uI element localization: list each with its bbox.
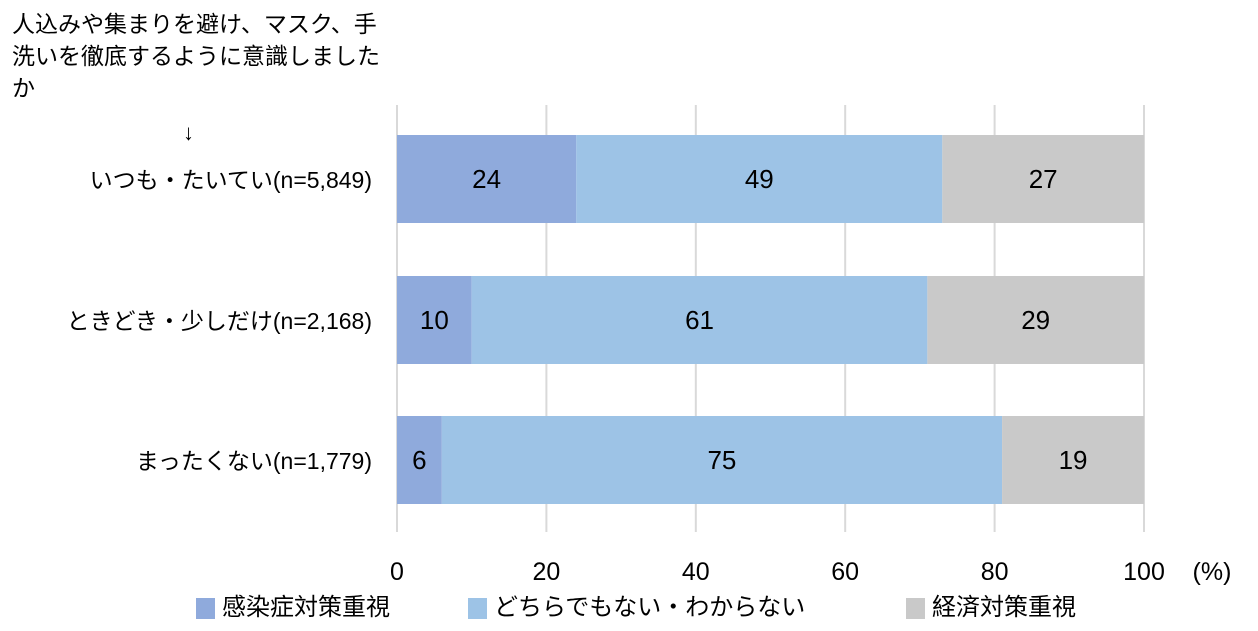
- bar-segment: [576, 135, 943, 223]
- data-label: 19: [1059, 445, 1088, 475]
- category-label: いつも・たいてい(n=5,849): [90, 167, 372, 193]
- data-label: 10: [420, 305, 449, 335]
- bar-segment: [397, 135, 577, 223]
- legend-label: 経済対策重視: [932, 594, 1076, 621]
- bar-segment: [441, 416, 1003, 504]
- data-label: 24: [472, 164, 501, 194]
- x-tick-label: 0: [390, 558, 404, 586]
- data-label: 29: [1021, 305, 1050, 335]
- legend-label: 感染症対策重視: [222, 594, 390, 621]
- bar-segment: [397, 416, 442, 504]
- category-label: まったくない(n=1,779): [136, 448, 372, 474]
- bar-segment: [1002, 416, 1144, 504]
- x-tick-label: 100: [1123, 558, 1165, 586]
- data-label: 6: [412, 445, 426, 475]
- bar-segment: [942, 135, 1144, 223]
- x-tick-label: 60: [831, 558, 859, 586]
- legend-swatch: [468, 598, 487, 619]
- x-tick-label: 80: [981, 558, 1009, 586]
- legend-swatch: [196, 598, 215, 619]
- bar-segment: [471, 276, 928, 364]
- data-label: 27: [1029, 164, 1058, 194]
- down-arrow-icon: ↓: [183, 120, 194, 145]
- x-tick-label: 20: [532, 558, 560, 586]
- chart-title: 人込みや集まりを避け、マスク、手洗いを徹底するように意識しましたか: [12, 11, 380, 101]
- data-label: 61: [685, 305, 714, 335]
- data-label: 49: [745, 164, 774, 194]
- data-label: 75: [707, 445, 736, 475]
- category-label: ときどき・少しだけ(n=2,168): [67, 308, 372, 334]
- x-unit-label: (%): [1193, 558, 1232, 586]
- legend-label: どちらでもない・わからない: [494, 594, 805, 621]
- legend-swatch: [906, 598, 925, 619]
- x-tick-label: 40: [682, 558, 710, 586]
- bar-segment: [927, 276, 1144, 364]
- bar-segment: [397, 276, 472, 364]
